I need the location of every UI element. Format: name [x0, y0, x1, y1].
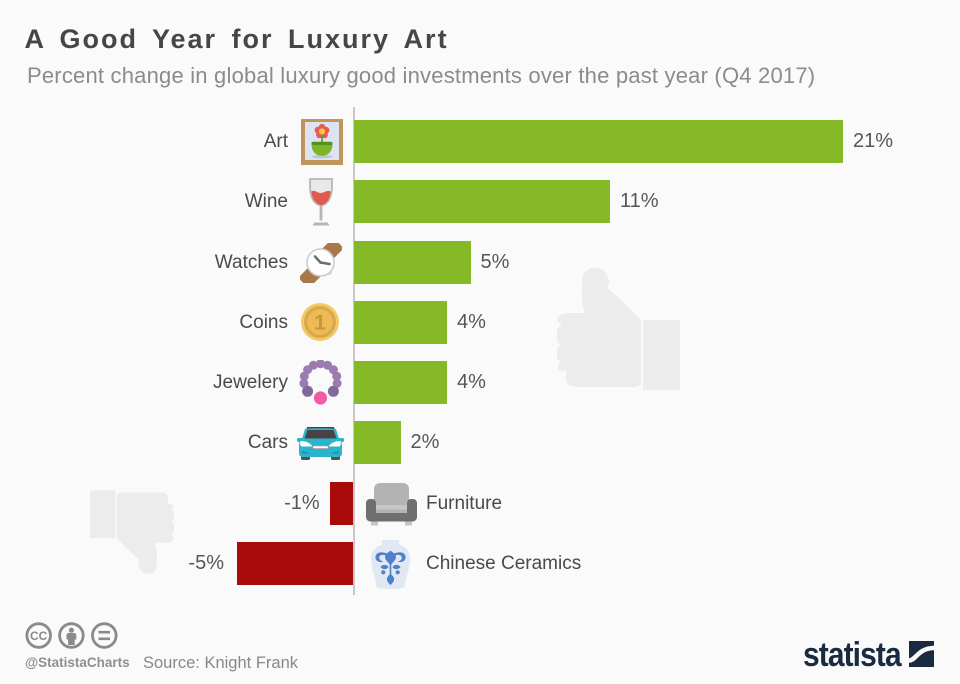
- svg-text:1: 1: [314, 312, 326, 335]
- svg-text:CC: CC: [30, 629, 48, 643]
